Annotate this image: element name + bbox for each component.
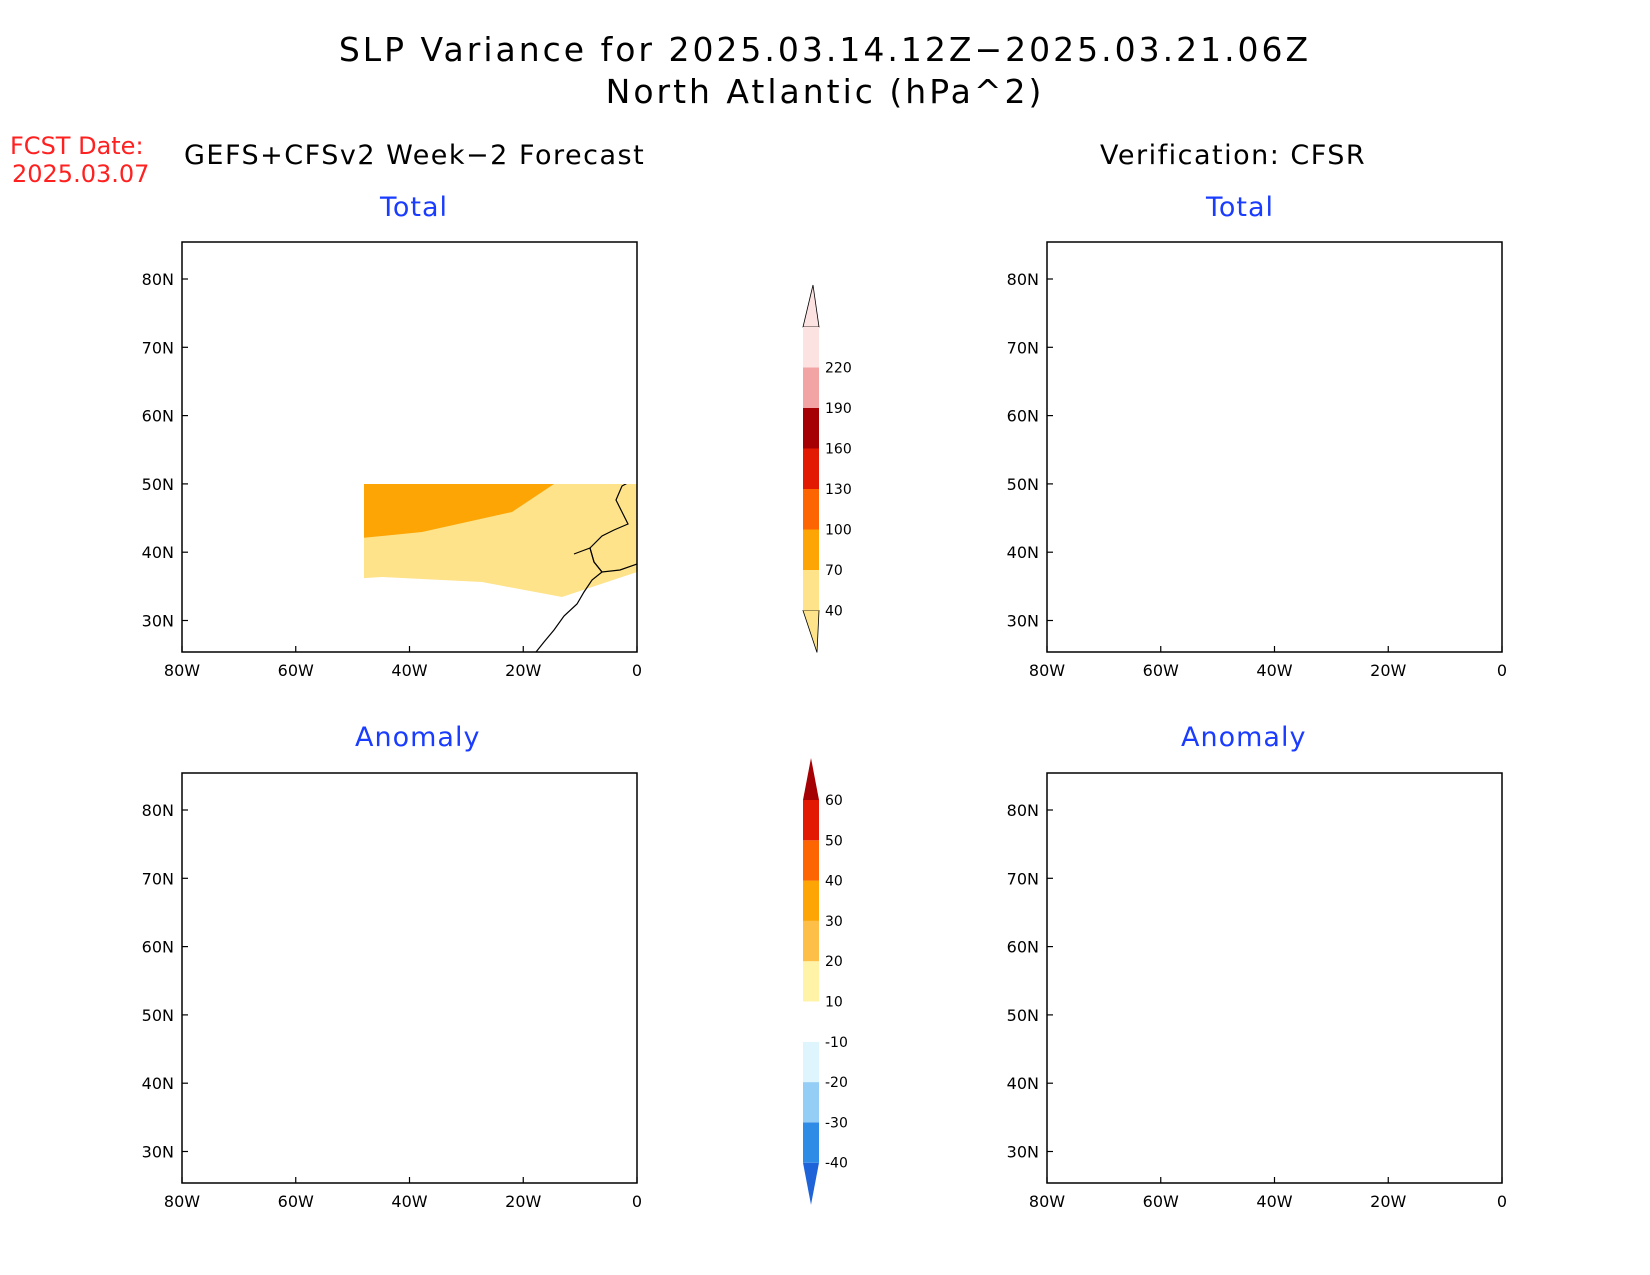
colorbar-label: -10 [825,1035,848,1051]
axis-labels: 80N 70N 60N 50N 40N 30N 80W 60W 40W 20W 0 80N 70N 60N… [142,270,1507,1211]
colorbar-top-tip [803,758,819,800]
map-forecast-total [181,241,638,653]
lat-tick-label: 30N [142,1143,174,1162]
lat-tick-label: 70N [142,338,174,357]
colorbar-label: -20 [825,1075,848,1091]
lon-tick-label: 0 [632,661,642,680]
lon-tick-label: 40W [1256,1192,1292,1211]
lat-tick-label: 60N [142,938,174,957]
colorbar-label: 20 [825,954,843,970]
colorbar-segment [803,570,819,611]
lon-tick-label: 60W [1143,1192,1179,1211]
lat-tick-label: 40N [1007,543,1039,562]
lon-tick-label: 80W [164,1192,200,1211]
colorbar-bottom-tip [803,1162,819,1205]
lon-tick-label: 20W [505,661,541,680]
colorbar-segment [803,920,819,962]
colorbar-segment [803,800,819,841]
panel-title-forecast-total: Total [380,192,449,223]
panel-title-verification-total: Total [1206,192,1275,223]
lon-tick-label: 40W [391,661,427,680]
lat-tick-label: 70N [142,869,174,888]
colorbar-label: 10 [825,995,843,1011]
lat-tick-label: 40N [142,543,174,562]
colorbar-segment [803,529,819,570]
panel-title-verification-anomaly: Anomaly [1181,722,1307,753]
right-column-heading: Verification: CFSR [1100,140,1367,171]
colorbar-segment [803,327,819,368]
lon-tick-label: 40W [391,1192,427,1211]
colorbar-label: 40 [825,604,843,620]
map-verification-total [1046,241,1503,653]
lon-tick-label: 0 [1497,661,1507,680]
lat-tick-label: 30N [1007,612,1039,631]
colorbar-label: 220 [825,361,852,377]
colorbar-segment [803,408,819,449]
colorbar-segment [803,367,819,408]
colorbar-segment [803,880,819,921]
lon-tick-label: 0 [1497,1192,1507,1211]
colorbar-label: 160 [825,442,852,458]
colorbar-segment [803,840,819,881]
colorbar-label: 50 [825,833,843,849]
lon-tick-label: 80W [164,661,200,680]
lon-tick-label: 0 [632,1192,642,1211]
colorbar-segment [803,1001,819,1042]
lat-tick-label: 80N [142,801,174,820]
lat-tick-label: 50N [142,1006,174,1025]
map-forecast-anomaly [181,772,638,1184]
lat-tick-label: 50N [1007,475,1039,494]
panel-title-forecast-anomaly: Anomaly [355,722,481,753]
colorbar-anomaly: -40 -30 -20 -10 10 20 30 40 50 60 [803,758,848,1205]
lat-tick-label: 50N [1007,1006,1039,1025]
colorbar-label: 130 [825,482,852,498]
colorbar-top-tip [802,284,820,328]
left-column-heading: GEFS+CFSv2 Week−2 Forecast [184,140,646,171]
lat-tick-label: 30N [1007,1143,1039,1162]
lat-tick-label: 80N [142,270,174,289]
colorbar-label: -40 [825,1156,848,1172]
colorbar-label: 30 [825,914,843,930]
map-verification-anomaly [1046,772,1503,1184]
colorbar-segment [803,448,819,489]
lon-tick-label: 20W [1370,1192,1406,1211]
colorbar-segment [803,1082,819,1123]
lat-tick-label: 60N [142,407,174,426]
colorbar-label: 190 [825,401,852,417]
colorbar-segment [803,1122,819,1163]
colorbar-label: 70 [825,563,843,579]
colorbar-label: 40 [825,874,843,890]
lat-tick-label: 60N [1007,407,1039,426]
lat-tick-label: 70N [1007,869,1039,888]
colorbar-segment [803,1041,819,1083]
forecast-date-value: 2025.03.07 [12,160,150,188]
lon-tick-label: 60W [1143,661,1179,680]
lat-tick-label: 80N [1007,801,1039,820]
lon-tick-label: 80W [1029,1192,1065,1211]
main-title: SLP Variance for 2025.03.14.12Z−2025.03.… [338,30,1312,69]
lon-tick-label: 20W [505,1192,541,1211]
lon-tick-label: 60W [278,661,314,680]
lat-tick-label: 40N [1007,1074,1039,1093]
lon-tick-label: 40W [1256,661,1292,680]
colorbar-bottom-tip [802,610,820,653]
colorbar-label: 100 [825,523,852,539]
lat-tick-label: 30N [142,612,174,631]
lat-tick-label: 70N [1007,338,1039,357]
lat-tick-label: 60N [1007,938,1039,957]
main-subtitle: North Atlantic (hPa^2) [605,72,1045,111]
colorbar-total: 40 70 100 130 160 190 220 [802,284,852,653]
lon-tick-label: 60W [278,1192,314,1211]
colorbar-label: 60 [825,793,843,809]
forecast-date-label: FCST Date: [10,132,144,160]
colorbar-segment [803,961,819,1002]
lat-tick-label: 80N [1007,270,1039,289]
lat-tick-label: 50N [142,475,174,494]
lon-tick-label: 20W [1370,661,1406,680]
lat-tick-label: 40N [142,1074,174,1093]
colorbar-label: -30 [825,1115,848,1131]
lon-tick-label: 80W [1029,661,1065,680]
colorbar-segment [803,489,819,530]
